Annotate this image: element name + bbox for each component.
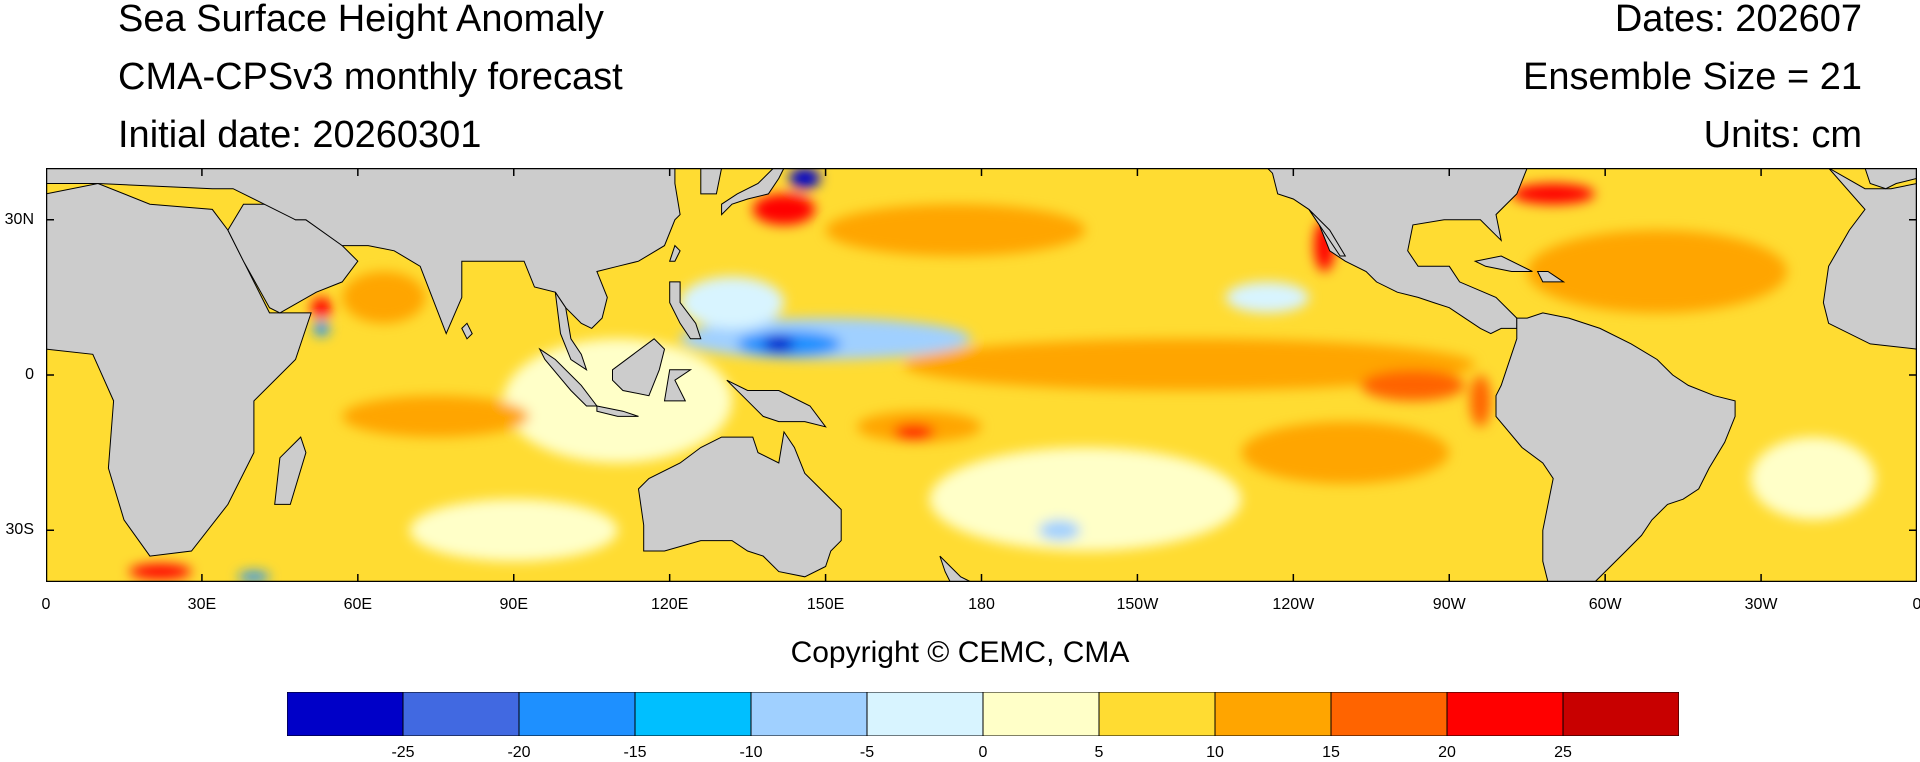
- axis-tick-marks: [46, 168, 1917, 582]
- units-label: Units: cm: [1703, 114, 1862, 156]
- agulhas-strong: [129, 563, 192, 580]
- land-new-guinea: [726, 379, 827, 428]
- colorbar: [287, 692, 1679, 736]
- colorbar-label: 20: [1438, 744, 1456, 761]
- north-atlantic-positive: [1527, 230, 1788, 313]
- x-tick-label: 60W: [1588, 596, 1622, 613]
- colorbar-segment: [1562, 692, 1679, 736]
- land-new-zealand-fragment: [939, 555, 972, 582]
- colorbar-label: -25: [391, 744, 415, 761]
- land-sumatra: [538, 347, 598, 407]
- land-taiwan: [669, 244, 681, 262]
- title-line-3: Initial date: 20260301: [118, 114, 482, 156]
- indonesia-neutral: [503, 338, 733, 463]
- x-tick-label: 150W: [1116, 596, 1159, 613]
- colorbar-segment: [982, 692, 1100, 736]
- colorbar-segment: [866, 692, 984, 736]
- colorbar-label: 25: [1554, 744, 1572, 761]
- land-malay-peninsula: [554, 291, 588, 372]
- agulhas-negative: [238, 571, 270, 582]
- south-pacific-light-blue: [1038, 519, 1081, 541]
- colorbar-label: -20: [507, 744, 531, 761]
- south-indian-neutral: [409, 499, 618, 562]
- somali-negative: [313, 320, 330, 337]
- x-tick-label: 90W: [1432, 596, 1466, 613]
- land-sulawesi: [663, 369, 693, 402]
- land-philippines: [669, 281, 702, 340]
- somali-strong: [311, 297, 332, 319]
- west-pacific-light: [680, 276, 785, 329]
- x-tick-label: 120E: [650, 596, 689, 613]
- south-atlantic-neutral: [1750, 437, 1876, 520]
- land-japan: [721, 168, 785, 216]
- land-madagascar: [274, 436, 307, 505]
- land-north-america: [1266, 168, 1528, 335]
- colorbar-label: 0: [978, 744, 988, 761]
- kuroshio-strong: [752, 193, 816, 225]
- east-pacific-strong: [1360, 369, 1465, 401]
- x-tick-label: 120W: [1272, 596, 1315, 613]
- colorbar-segment: [402, 692, 520, 736]
- indian-ocean-positive: [342, 395, 530, 438]
- land-borneo: [612, 338, 666, 397]
- dates-label: Dates: 202607: [1614, 0, 1862, 40]
- y-tick-label: 30S: [5, 521, 34, 539]
- anomaly-map: [46, 168, 1917, 582]
- land-south-america: [1495, 312, 1736, 582]
- land-java: [596, 405, 639, 417]
- land-eurasia-north: [46, 168, 681, 335]
- colorbar-label: 15: [1322, 744, 1340, 761]
- east-pacific-south-positive: [1241, 421, 1450, 484]
- x-tick-label: 0: [1912, 596, 1920, 613]
- gulf-stream-strong: [1511, 183, 1595, 205]
- central-pacific-light: [1225, 281, 1309, 313]
- x-tick-label: 0: [41, 596, 51, 613]
- colorbar-label: -15: [623, 744, 647, 761]
- arabian-sea-positive: [342, 271, 426, 324]
- colorbar-segment: [634, 692, 752, 736]
- colorbar-label: -5: [859, 744, 875, 761]
- x-tick-label: 30W: [1744, 596, 1778, 613]
- land-layer: [46, 168, 1917, 582]
- land-hispaniola: [1536, 271, 1566, 283]
- ensemble-size-label: Ensemble Size = 21: [1522, 56, 1862, 98]
- southwest-pacific-strong: [893, 424, 935, 440]
- colorbar-segment: [1098, 692, 1216, 736]
- y-tick-label: 30N: [4, 210, 34, 228]
- land-baja-california: [1308, 209, 1347, 257]
- colorbar-segment: [518, 692, 636, 736]
- map-canvas: [46, 168, 1917, 582]
- colorbar-segment: [1214, 692, 1332, 736]
- kuroshio-negative: [789, 168, 821, 189]
- copyright-text: Copyright © CEMC, CMA: [790, 636, 1130, 669]
- x-tick-label: 150E: [806, 596, 845, 613]
- x-tick-label: 60E: [343, 596, 373, 613]
- colorbar-segment: [750, 692, 868, 736]
- warm-pool-center: [763, 336, 795, 352]
- x-tick-label: 30E: [187, 596, 217, 613]
- colorbar-label: 5: [1094, 744, 1104, 761]
- title-line-2: CMA-CPSv3 monthly forecast: [118, 56, 623, 98]
- land-cuba: [1473, 255, 1533, 272]
- title-line-1: Sea Surface Height Anomaly: [118, 0, 604, 40]
- colorbar-label: 10: [1206, 744, 1224, 761]
- land-iberia-fragment: [1864, 168, 1917, 190]
- land-africa: [46, 182, 312, 557]
- south-pacific-neutral: [929, 447, 1242, 551]
- land-korea-japan-fragment: [700, 168, 723, 195]
- land-australia: [637, 430, 842, 578]
- x-tick-label: 90E: [499, 596, 528, 613]
- peru-coast-strong: [1470, 375, 1491, 427]
- y-tick-label: 0: [25, 366, 34, 383]
- colorbar-segment: [1446, 692, 1564, 736]
- colorbar-segment: [1330, 692, 1448, 736]
- north-pacific-positive: [825, 204, 1086, 256]
- x-tick-label: 180: [968, 596, 995, 613]
- colorbar-label: -10: [739, 744, 763, 761]
- land-sri-lanka: [461, 322, 473, 340]
- east-pacific-positive: [903, 338, 1476, 391]
- colorbar-segment: [287, 692, 404, 736]
